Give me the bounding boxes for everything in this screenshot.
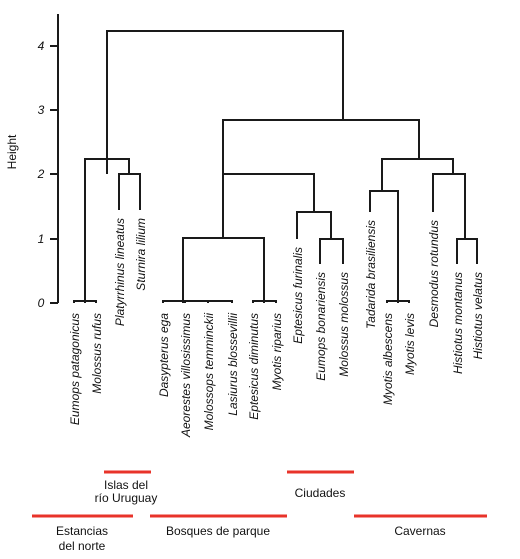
- group-label-ciudades: Ciudades: [295, 486, 346, 500]
- group-label-islas-line1: Islas del: [104, 478, 148, 492]
- branch-histiotus: [456, 238, 478, 264]
- branch-forest-right: [252, 300, 277, 303]
- leaf-label: Platyrrhinus lineatus: [113, 218, 127, 326]
- group-annotations: Islas del río Uruguay Ciudades Estancias…: [32, 470, 487, 553]
- branch-forest: [182, 237, 265, 303]
- branch-left-clade: [84, 158, 130, 303]
- y-axis: 0 1 2 3 4 Height: [5, 14, 59, 310]
- branch-right-clade: [222, 119, 420, 174]
- leaf-label: Eumops patagonicus: [68, 313, 82, 425]
- y-tick-label-2: 2: [37, 167, 45, 181]
- leaf-label: Histiotus velatus: [471, 272, 485, 359]
- y-tick-label-3: 3: [38, 103, 45, 117]
- branch-forest-left: [162, 300, 233, 303]
- leaf-label: Myotis albescens: [381, 313, 395, 405]
- leaf-label: Molossops temminckii: [202, 313, 216, 431]
- leaf-label: Aeorestes villosissimus: [179, 313, 193, 438]
- leaf-label: Eptesicus diminutus: [247, 313, 261, 420]
- leaf-label: Eumops bonariensis: [314, 272, 328, 381]
- branch-city: [296, 211, 332, 239]
- leaf-label: Molossus rufus: [90, 313, 104, 394]
- leaf-label: Dasypterus ega: [157, 313, 171, 397]
- leaf-label: Myotis levis: [403, 313, 417, 375]
- group-label-cavernas: Cavernas: [394, 524, 445, 538]
- y-tick-label-4: 4: [38, 39, 45, 53]
- leaf-label: Sturnira lilium: [134, 218, 148, 291]
- group-label-bosques: Bosques de parque: [166, 524, 270, 538]
- branch-platyrrhinus-sturnira: [118, 173, 141, 210]
- leaf-label: Histiotus montanus: [451, 272, 465, 374]
- leaf-label: Desmodus rotundus: [427, 220, 441, 327]
- branch-myotis: [386, 300, 410, 303]
- leaf-label: Molossus molossus: [337, 272, 351, 377]
- branch-root: [106, 30, 344, 174]
- y-tick-label-1: 1: [38, 232, 45, 246]
- leaf-label: Myotis riparius: [270, 313, 284, 390]
- leaf-label: Tadarida brasiliensis: [364, 220, 378, 329]
- leaf-label: Lasiurus blossevillii: [226, 313, 240, 416]
- group-label-islas-line2: río Uruguay: [95, 491, 158, 505]
- branch-desmodus-histiotus: [432, 173, 466, 239]
- branch-forest-city: [222, 173, 315, 238]
- branch-eumops-molossus-city: [319, 238, 344, 264]
- branch-caves: [381, 158, 454, 191]
- branch-eumops-molossus: [73, 300, 97, 303]
- leaf-label: Eptesicus furinalis: [291, 247, 305, 344]
- group-label-estancias-line2: del norte: [59, 539, 106, 553]
- dendrogram-branches: [73, 30, 478, 303]
- y-tick-label-0: 0: [38, 296, 45, 310]
- y-axis-title: Height: [5, 134, 19, 169]
- group-label-estancias-line1: Estancias: [56, 524, 108, 538]
- branch-tadarida-myotis: [369, 190, 399, 303]
- leaf-labels: Eumops patagonicus Molossus rufus Platyr…: [68, 218, 485, 438]
